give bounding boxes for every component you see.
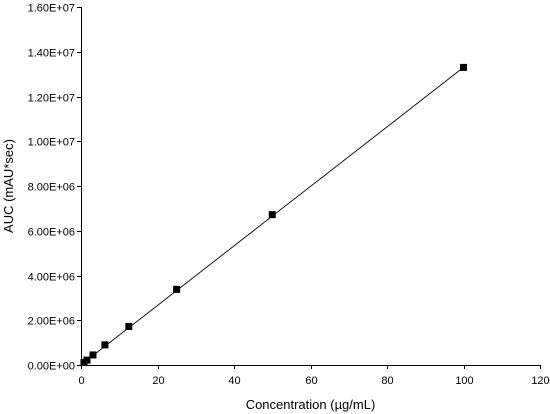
axes — [81, 7, 540, 366]
x-tick-label: 100 — [455, 375, 473, 387]
data-points — [80, 63, 467, 367]
y-tick-label: 1.20E+07 — [28, 93, 75, 105]
x-tick-label: 40 — [228, 375, 240, 387]
y-axis-ticks: 0.00E+00 2.00E+06 4.00E+06 6.00E+06 8.00E+06… — [28, 3, 81, 373]
data-point-marker — [125, 323, 133, 331]
x-tick-label: 80 — [381, 375, 393, 387]
y-tick-label: 0.00E+00 — [28, 361, 75, 373]
y-tick-label: 8.00E+06 — [28, 182, 75, 194]
data-point-marker — [268, 211, 276, 219]
x-axis-ticks: 0 20 40 60 80 100 120 — [78, 365, 550, 387]
y-tick-label: 4.00E+06 — [28, 272, 75, 284]
x-axis-title: Concentration (µg/mL) — [246, 397, 376, 412]
x-tick-label: 20 — [152, 375, 164, 387]
y-tick-label: 1.40E+07 — [28, 48, 75, 60]
y-tick-label: 1.60E+07 — [28, 3, 75, 15]
x-tick-label: 60 — [305, 375, 317, 387]
data-point-marker — [101, 341, 109, 349]
data-point-marker — [173, 285, 181, 293]
data-point-marker — [89, 351, 97, 359]
y-tick-label: 1.00E+07 — [28, 137, 75, 149]
data-point-marker — [83, 356, 91, 364]
y-tick-label: 2.00E+06 — [28, 316, 75, 328]
x-tick-label: 120 — [531, 375, 549, 387]
data-point-marker — [460, 63, 467, 71]
y-tick-label: 6.00E+06 — [28, 227, 75, 239]
x-tick-label: 0 — [78, 375, 84, 387]
y-axis-title: AUC (mAU*sec) — [1, 139, 16, 233]
